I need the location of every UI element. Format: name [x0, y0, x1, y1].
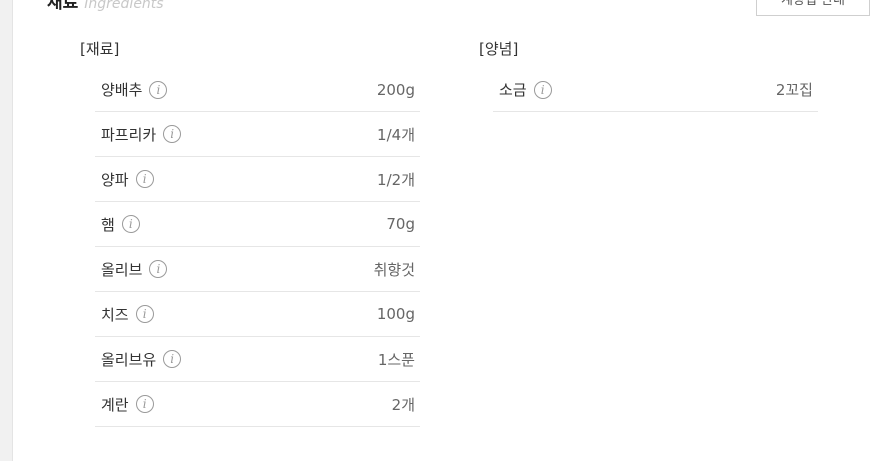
ingredient-row: 올리브유 i 1스푼: [95, 337, 420, 382]
ingredient-group-seasoning: [양념] 소금 i 2꼬집: [479, 38, 819, 112]
group-title: [양념]: [479, 40, 519, 58]
ingredient-row: 소금 i 2꼬집: [493, 68, 818, 112]
ingredient-name[interactable]: 치즈: [101, 305, 129, 324]
info-icon[interactable]: i: [533, 80, 552, 99]
section-subtitle: Ingredients: [84, 0, 164, 12]
ingredient-name[interactable]: 햄: [101, 215, 115, 234]
ingredient-amount: 2개: [391, 395, 415, 414]
info-icon[interactable]: i: [149, 80, 168, 99]
ingredient-name[interactable]: 올리브: [101, 260, 143, 279]
ingredient-amount: 1스푼: [377, 350, 415, 369]
ingredient-row: 계란 i 2개: [95, 382, 420, 427]
section-title: 재료 Ingredients: [47, 0, 164, 13]
info-icon[interactable]: i: [135, 305, 154, 323]
ingredient-amount: 1/4개: [377, 125, 415, 144]
section-title-text: 재료: [47, 0, 79, 13]
ingredient-list: 소금 i 2꼬집: [479, 68, 819, 112]
ingredient-row: 올리브 i 취향것: [95, 247, 420, 292]
ingredient-amount: 70g: [386, 215, 415, 233]
info-icon[interactable]: i: [135, 395, 154, 413]
ingredient-amount: 200g: [376, 80, 415, 99]
ingredient-row: 파프리카 i 1/4개: [95, 112, 420, 157]
ingredient-amount: 1/2개: [377, 170, 415, 189]
group-title: [재료]: [80, 40, 120, 58]
ingredient-amount: 2꼬집: [775, 81, 813, 99]
ingredient-row: 치즈 i 100g: [95, 292, 420, 337]
info-icon[interactable]: i: [163, 125, 182, 143]
info-icon[interactable]: i: [135, 170, 154, 188]
ingredient-amount: 취향것: [373, 260, 415, 279]
ingredient-name[interactable]: 양배추: [101, 81, 143, 99]
info-icon[interactable]: i: [121, 215, 140, 233]
ingredient-name[interactable]: 소금: [499, 81, 527, 99]
ingredient-name[interactable]: 계란: [101, 395, 129, 414]
ingredient-row: 양배추 i 200g: [95, 68, 420, 112]
info-icon[interactable]: i: [149, 260, 168, 278]
info-icon[interactable]: i: [163, 350, 182, 368]
measurement-guide-button[interactable]: 계량법 안내: [756, 0, 870, 16]
ingredient-name[interactable]: 올리브유: [101, 350, 157, 369]
ingredient-name[interactable]: 파프리카: [101, 125, 157, 144]
ingredient-row: 양파 i 1/2개: [95, 157, 420, 202]
ingredient-amount: 100g: [376, 305, 415, 323]
ingredients-panel: 재료 Ingredients 계량법 안내 [재료] 양배추 i 200g 파프리카…: [12, 0, 878, 461]
ingredient-name[interactable]: 양파: [101, 170, 129, 189]
